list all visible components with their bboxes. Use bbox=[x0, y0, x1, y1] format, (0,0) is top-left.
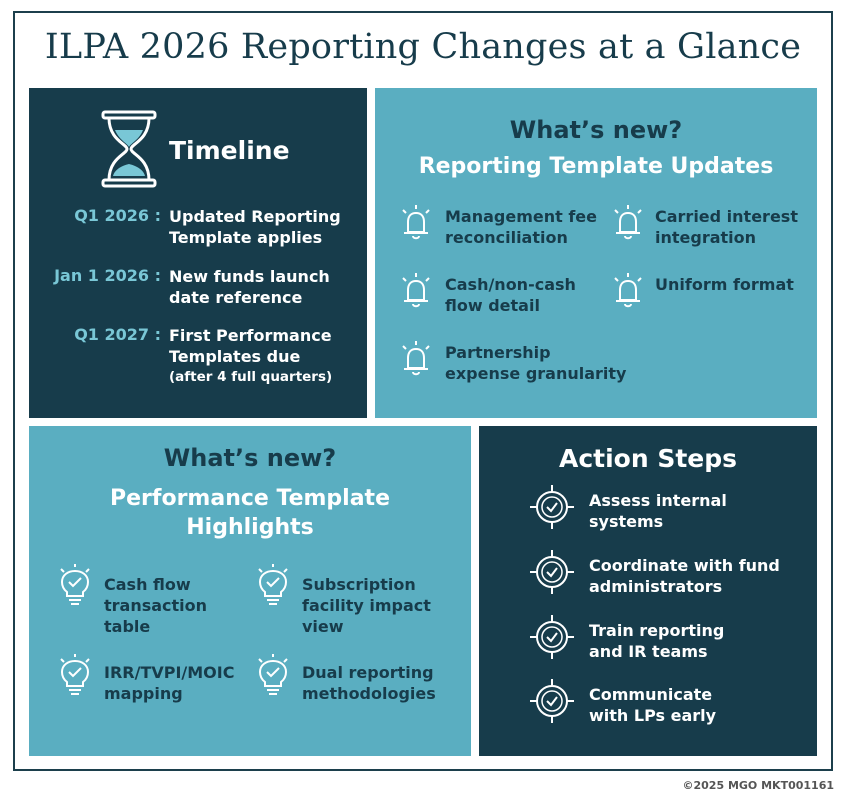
target-check-icon bbox=[530, 615, 574, 659]
reporting-subheading: Reporting Template Updates bbox=[418, 154, 774, 179]
action-step-line: Communicate bbox=[589, 685, 713, 704]
reporting-item-line: integration bbox=[655, 228, 757, 247]
timeline-text: New funds launch date reference bbox=[169, 266, 330, 308]
performance-item-line: transaction bbox=[104, 596, 208, 615]
performance-item: Cash flow transaction table bbox=[104, 574, 207, 637]
target-check-icon bbox=[530, 550, 574, 594]
bell-icon bbox=[614, 273, 642, 308]
performance-item: IRR/TVPI/MOIC mapping bbox=[104, 662, 234, 704]
reporting-item-line: expense granularity bbox=[445, 364, 627, 383]
performance-heading: What’s new? bbox=[163, 444, 337, 472]
performance-panel: What’s new? Performance Template Highlig… bbox=[29, 426, 471, 756]
action-step: Train reporting and IR teams bbox=[589, 620, 724, 662]
performance-subheading-line: Highlights bbox=[186, 515, 314, 540]
reporting-item-line: flow detail bbox=[445, 296, 540, 315]
action-step: Coordinate with fund administrators bbox=[589, 555, 780, 597]
page-title: ILPA 2026 Reporting Changes at a Glance bbox=[44, 27, 802, 67]
action-step-line: and IR teams bbox=[589, 642, 708, 661]
action-step-line: systems bbox=[589, 512, 664, 531]
reporting-item-line: Carried interest bbox=[655, 207, 798, 226]
action-step: Communicate with LPs early bbox=[589, 684, 716, 726]
lightbulb-check-icon bbox=[258, 654, 288, 695]
bell-icon bbox=[614, 205, 642, 240]
lightbulb-check-icon bbox=[60, 564, 90, 605]
timeline-text-line: Templates due bbox=[169, 347, 301, 366]
performance-item-line: facility impact bbox=[302, 596, 431, 615]
performance-item-line: Subscription bbox=[302, 575, 416, 594]
hourglass-icon bbox=[101, 110, 157, 188]
timeline-text-line: New funds launch bbox=[169, 267, 330, 286]
target-check-icon bbox=[530, 679, 574, 723]
lightbulb-check-icon bbox=[258, 564, 288, 605]
target-check-icon bbox=[530, 485, 574, 529]
action-steps-heading: Action Steps bbox=[558, 444, 738, 473]
performance-subheading: Performance Template Highlights bbox=[29, 484, 471, 542]
timeline-panel: Timeline Q1 2026 : Updated Reporting Tem… bbox=[29, 88, 367, 418]
performance-subheading-line: Performance Template bbox=[110, 486, 390, 511]
reporting-item-line: reconciliation bbox=[445, 228, 568, 247]
performance-item-line: view bbox=[302, 617, 344, 636]
reporting-item: Partnership expense granularity bbox=[445, 342, 626, 384]
performance-item: Subscription facility impact view bbox=[302, 574, 431, 637]
reporting-item-line: Cash/non-cash bbox=[445, 275, 576, 294]
reporting-item-line: Management fee bbox=[445, 207, 598, 226]
timeline-text-line: First Performance bbox=[169, 326, 332, 345]
performance-item: Dual reporting methodologies bbox=[302, 662, 436, 704]
performance-item-line: Dual reporting bbox=[302, 663, 434, 682]
action-step-line: Coordinate with fund bbox=[589, 556, 780, 575]
action-step-line: Train reporting bbox=[589, 621, 725, 640]
action-step-line: administrators bbox=[589, 577, 723, 596]
performance-item-line: IRR/TVPI/MOIC bbox=[104, 663, 235, 682]
timeline-text: First Performance Templates due (after 4… bbox=[169, 325, 332, 388]
timeline-text-line: Template applies bbox=[169, 228, 323, 247]
bell-icon bbox=[402, 205, 430, 240]
timeline-date: Jan 1 2026 : bbox=[54, 266, 161, 285]
performance-item-line: table bbox=[104, 617, 151, 636]
action-step-line: with LPs early bbox=[589, 706, 717, 725]
action-step: Assess internal systems bbox=[589, 490, 727, 532]
timeline-text-line: Updated Reporting bbox=[169, 207, 341, 226]
reporting-item: Management fee reconciliation bbox=[445, 206, 597, 248]
timeline-text-line: date reference bbox=[169, 288, 303, 307]
reporting-heading: What’s new? bbox=[509, 116, 683, 144]
performance-item-line: methodologies bbox=[302, 684, 436, 703]
action-steps-panel: Action Steps Assess internal systems Coo… bbox=[479, 426, 817, 756]
reporting-item: Carried interest integration bbox=[655, 206, 798, 248]
action-step-line: Assess internal bbox=[589, 491, 727, 510]
reporting-item-line: Uniform format bbox=[655, 275, 794, 294]
timeline-text: Updated Reporting Template applies bbox=[169, 206, 341, 248]
timeline-heading: Timeline bbox=[169, 136, 290, 165]
lightbulb-check-icon bbox=[60, 654, 90, 695]
performance-item-line: mapping bbox=[104, 684, 183, 703]
bell-icon bbox=[402, 273, 430, 308]
performance-item-line: Cash flow bbox=[104, 575, 191, 594]
bell-icon bbox=[402, 341, 430, 376]
copyright-footer: ©2025 MGO MKT001161 bbox=[682, 779, 835, 792]
reporting-panel: What’s new? Reporting Template Updates M… bbox=[375, 88, 817, 418]
timeline-date: Q1 2027 : bbox=[74, 325, 161, 344]
reporting-item: Uniform format bbox=[655, 274, 794, 295]
timeline-note: (after 4 full quarters) bbox=[169, 369, 333, 385]
reporting-item-line: Partnership bbox=[445, 343, 551, 362]
reporting-item: Cash/non-cash flow detail bbox=[445, 274, 576, 316]
timeline-date: Q1 2026 : bbox=[74, 206, 161, 225]
